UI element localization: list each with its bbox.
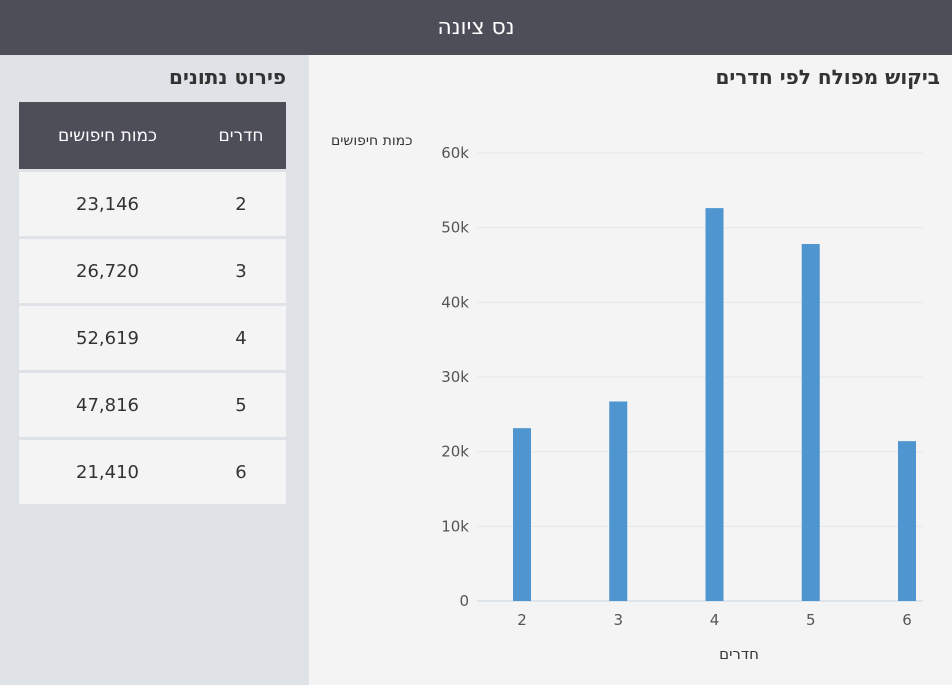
x-tick-label: 3: [613, 611, 623, 629]
chart-panel: ביקוש מפולח לפי חדרים כמות חיפושים 0 10k 2…: [309, 55, 952, 685]
y-tick-label: 20k: [441, 443, 469, 461]
bar-chart: 0 10k 20k 30k 40k 50k 60k 2 3 4 5 6: [441, 144, 923, 629]
table-row: 4 52,619: [19, 306, 286, 370]
y-tick-label: 60k: [441, 144, 469, 162]
city-title: נס ציונה: [437, 15, 515, 40]
bar-rooms-2[interactable]: [513, 428, 531, 601]
header-bar: נס ציונה: [0, 0, 952, 55]
cell-count: 52,619: [76, 327, 139, 349]
x-tick-label: 2: [517, 611, 527, 629]
x-tick-label: 6: [902, 611, 912, 629]
table-row: 6 21,410: [19, 440, 286, 504]
x-tick-label: 5: [806, 611, 816, 629]
table-row: 3 26,720: [19, 239, 286, 303]
cell-count: 26,720: [76, 260, 139, 282]
y-tick-label: 0: [459, 592, 469, 610]
cell-rooms: 6: [235, 461, 247, 483]
cell-rooms: 2: [235, 193, 247, 215]
cell-rooms: 4: [235, 327, 247, 349]
y-tick-label: 40k: [441, 293, 469, 311]
y-tick-label: 30k: [441, 368, 469, 386]
table-header: חדרים כמות חיפושים: [19, 102, 286, 169]
bar-rooms-6[interactable]: [898, 441, 916, 601]
y-tick-label: 50k: [441, 219, 469, 237]
data-table: חדרים כמות חיפושים 2 23,146 3 26,720 4 5…: [19, 102, 286, 504]
table-row: 2 23,146: [19, 172, 286, 236]
chart-title: ביקוש מפולח לפי חדרים: [715, 65, 940, 89]
cell-count: 23,146: [76, 193, 139, 215]
header-rooms: חדרים: [218, 125, 264, 146]
y-tick-label: 10k: [441, 517, 469, 535]
header-count: כמות חיפושים: [57, 125, 158, 146]
bar-rooms-5[interactable]: [801, 243, 820, 601]
x-tick-label: 4: [710, 611, 720, 629]
bar-rooms-4[interactable]: [705, 208, 724, 602]
x-axis-label: חדרים: [719, 645, 759, 663]
cell-count: 21,410: [76, 461, 139, 483]
data-panel: פירוט נתונים חדרים כמות חיפושים 2 23,146…: [0, 55, 309, 685]
table-title: פירוט נתונים: [169, 65, 286, 89]
table-row: 5 47,816: [19, 373, 286, 437]
y-axis-label: כמות חיפושים: [331, 133, 413, 149]
cell-count: 47,816: [76, 394, 139, 416]
cell-rooms: 5: [235, 394, 247, 416]
cell-rooms: 3: [235, 260, 247, 282]
bar-rooms-3[interactable]: [609, 401, 628, 601]
